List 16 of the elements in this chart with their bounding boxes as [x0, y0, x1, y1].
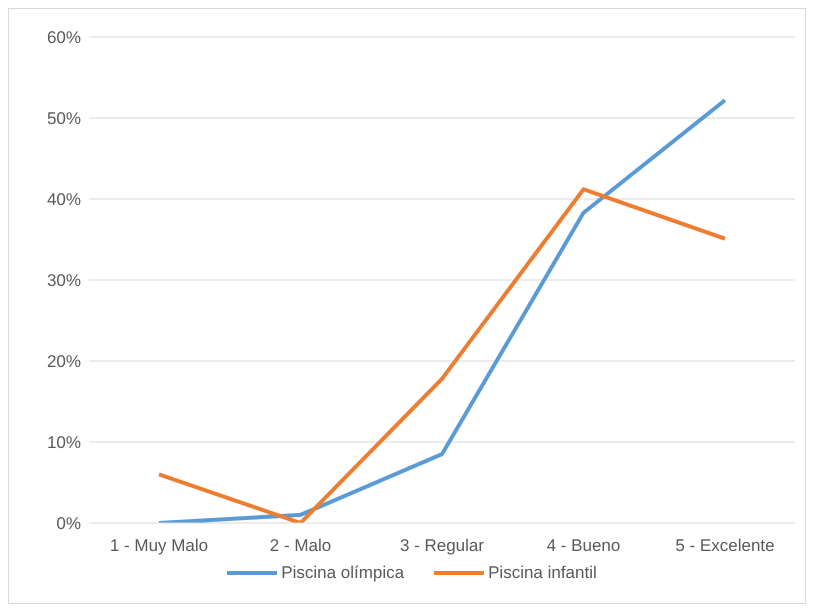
- y-tick-label: 10%: [46, 433, 81, 452]
- legend-label: Piscina olímpica: [280, 563, 404, 583]
- line-series: [157, 187, 727, 523]
- x-tick-label: 4 - Bueno: [546, 536, 620, 556]
- x-tick-label: 2 - Malo: [270, 536, 332, 556]
- x-tick-label: 3 - Regular: [400, 536, 484, 556]
- x-tick-label: 1 - Muy Malo: [110, 536, 208, 556]
- x-tick-label: 5 - Excelente: [675, 536, 775, 556]
- y-tick-label: 0%: [56, 514, 81, 534]
- y-tick-label: 30%: [46, 271, 81, 290]
- y-tick-label: 40%: [46, 190, 81, 210]
- y-tick-label: 50%: [46, 109, 81, 128]
- legend-label: Piscina infantil: [487, 563, 597, 583]
- y-tick-label: 20%: [46, 352, 81, 372]
- y-tick-label: 60%: [46, 28, 81, 48]
- line-series: [157, 98, 727, 523]
